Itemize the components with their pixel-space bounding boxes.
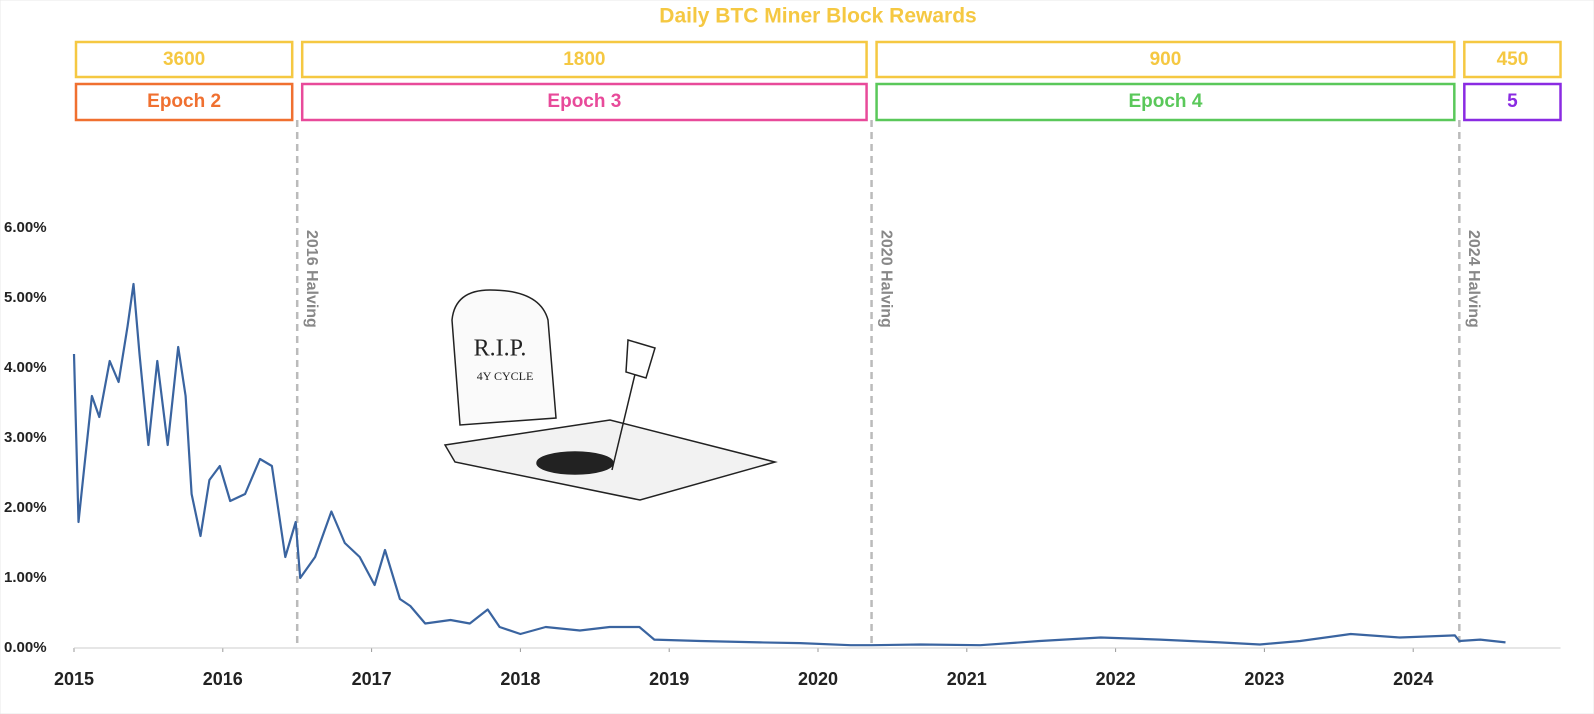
x-tick-label: 2023 — [1244, 669, 1284, 689]
x-tick-label: 2015 — [54, 669, 94, 689]
reward-box — [875, 40, 1456, 79]
grave-hole — [536, 451, 614, 475]
epoch-box — [1463, 82, 1562, 122]
epoch-label: Epoch 3 — [547, 91, 621, 112]
chart-title: Daily BTC Miner Block Rewards — [659, 5, 976, 28]
y-tick-label: 5.00% — [4, 289, 47, 306]
halving-label: 2024 Halving — [1465, 230, 1482, 328]
tombstone — [451, 289, 557, 426]
halving-label: 2016 Halving — [303, 230, 320, 328]
reward-box — [74, 40, 294, 79]
reward-label: 900 — [1150, 49, 1182, 70]
reward-label: 450 — [1497, 49, 1529, 70]
annotation: 4Y CYCLE — [477, 369, 534, 383]
x-tick-label: 2022 — [1096, 669, 1136, 689]
y-tick-label: 1.00% — [4, 569, 47, 586]
reward-box — [300, 40, 868, 79]
epoch-label: 5 — [1507, 91, 1518, 112]
x-tick-label: 2018 — [500, 669, 540, 689]
reward-label: 1800 — [563, 49, 605, 70]
epoch-box — [74, 82, 294, 122]
shovel-grip — [625, 339, 656, 379]
x-tick-label: 2017 — [352, 669, 392, 689]
shovel-handle — [611, 369, 637, 471]
epoch-box — [300, 82, 868, 122]
halving-label: 2020 Halving — [877, 230, 894, 328]
reward-box — [1463, 40, 1562, 79]
epoch-label: Epoch 2 — [147, 91, 221, 112]
y-tick-label: 3.00% — [4, 429, 47, 446]
y-tick-label: 0.00% — [4, 639, 47, 656]
x-tick-label: 2020 — [798, 669, 838, 689]
epoch-box — [875, 82, 1456, 122]
y-tick-label: 4.00% — [4, 359, 47, 376]
y-tick-label: 6.00% — [4, 219, 47, 236]
grave-illustration: R.I.P. 4Y CYCLE — [443, 289, 778, 501]
x-tick-label: 2019 — [649, 669, 689, 689]
epoch-label: Epoch 4 — [1128, 91, 1202, 112]
reward-label: 3600 — [163, 49, 205, 70]
annotation: R.I.P. — [474, 336, 527, 362]
line-series — [72, 282, 1506, 647]
x-tick-label: 2024 — [1393, 669, 1433, 689]
y-tick-label: 2.00% — [4, 499, 47, 516]
x-tick-label: 2021 — [947, 669, 987, 689]
x-tick-label: 2016 — [203, 669, 243, 689]
